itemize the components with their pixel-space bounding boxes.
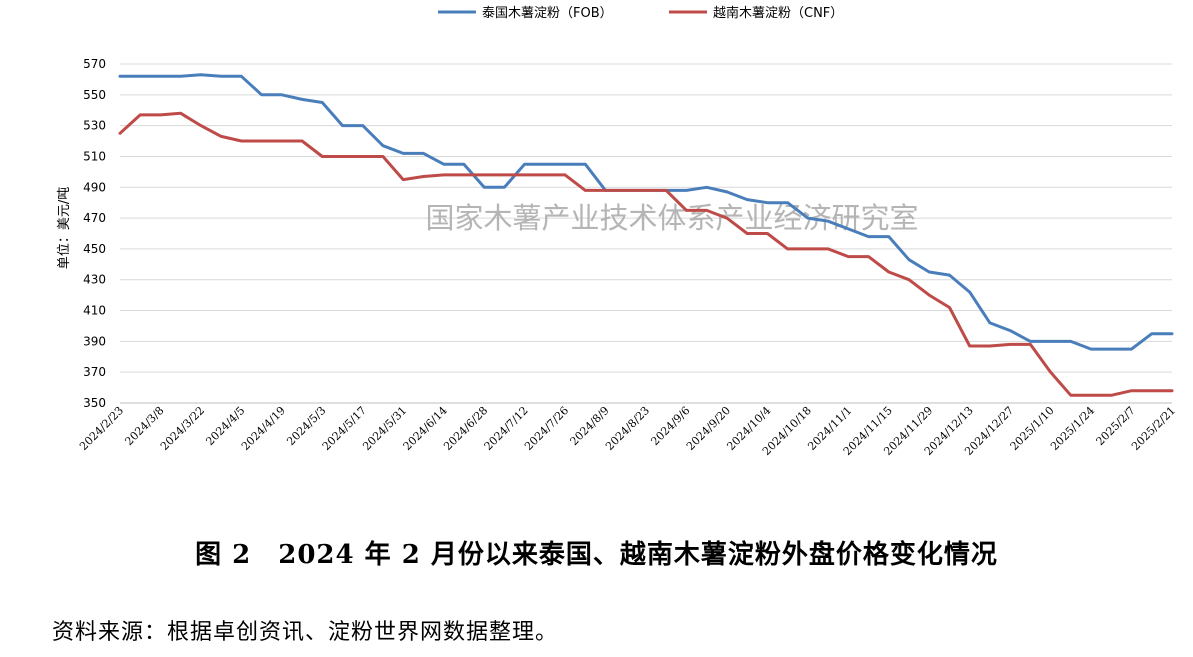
x-tick-label: 2024/3/22 bbox=[158, 404, 207, 453]
x-tick-label: 2025/2/21 bbox=[1129, 404, 1178, 453]
x-tick-label: 2024/7/26 bbox=[522, 404, 571, 453]
chart-canvas: 350 370 390 410 430 450 470 490 510 530 550 570 202… bbox=[57, 5, 1178, 458]
x-tick-label: 2024/2/23 bbox=[77, 404, 126, 453]
y-tick-label: 510 bbox=[83, 149, 106, 163]
x-tick-label: 2024/8/23 bbox=[603, 404, 652, 453]
legend-label-1: 泰国木薯淀粉（FOB） bbox=[482, 6, 613, 21]
source-note: 资料来源：根据卓创资讯、淀粉世界网数据整理。 bbox=[52, 620, 559, 645]
y-axis-label: 单位：美元/吨 bbox=[57, 187, 72, 269]
figure-caption: 图 2 2024 年 2 月份以来泰国、越南木薯淀粉外盘价格变化情况 bbox=[195, 540, 998, 570]
y-tick-label: 550 bbox=[83, 88, 106, 102]
y-tick-label: 430 bbox=[83, 273, 106, 287]
y-tick-label: 410 bbox=[83, 304, 106, 318]
y-tick-label: 350 bbox=[83, 396, 106, 410]
y-tick-label: 450 bbox=[83, 242, 106, 256]
y-tick-label: 570 bbox=[83, 57, 106, 71]
x-tick-label: 2025/1/24 bbox=[1048, 404, 1097, 453]
y-tick-label: 470 bbox=[83, 211, 106, 225]
y-tick-label: 490 bbox=[83, 180, 106, 194]
y-tick-label: 370 bbox=[83, 365, 106, 379]
watermark-text: 国家木薯产业技术体系产业经济研究室 bbox=[425, 201, 918, 235]
y-tick-label: 530 bbox=[83, 119, 106, 133]
y-tick-label: 390 bbox=[83, 334, 106, 348]
series-line-2 bbox=[118, 111, 1174, 397]
price-chart: 350 370 390 410 430 450 470 490 510 530 550 570 202… bbox=[57, 5, 1178, 458]
legend-label-2: 越南木薯淀粉（CNF） bbox=[713, 5, 843, 21]
x-tick-label: 2024/4/19 bbox=[239, 404, 288, 453]
